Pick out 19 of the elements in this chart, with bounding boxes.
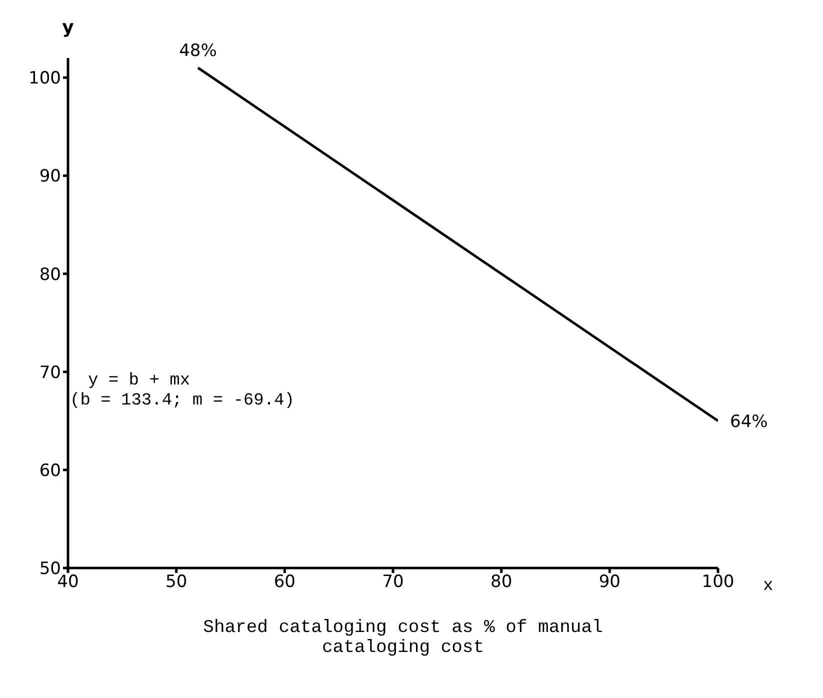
annotation: 48%	[179, 40, 217, 61]
x-tick-label: 60	[274, 572, 296, 592]
annotation: 64%	[730, 412, 768, 432]
x-tick-label: 80	[490, 572, 512, 592]
y-tick-label: 100	[28, 68, 61, 89]
x-tick-label: 90	[598, 572, 620, 592]
x-axis-title: Shared cataloging cost as % of manual cataloging cost	[202, 618, 604, 658]
x-tick-label: 50	[166, 572, 188, 592]
y-tick-label: 50	[39, 559, 61, 580]
y-tick-label: 80	[39, 264, 61, 285]
y-tick-label: 90	[39, 166, 61, 187]
y-axis-title: y	[62, 17, 74, 38]
y-tick-label: 70	[39, 362, 61, 383]
text: x	[763, 577, 774, 596]
annotation: y = b + mx	[88, 371, 190, 390]
annotation: (b = 133.4; m = -69.4)	[70, 391, 294, 410]
x-tick-label: 70	[382, 572, 404, 592]
x-tick-label: 100	[702, 572, 734, 592]
y-tick-label: 60	[39, 460, 61, 481]
